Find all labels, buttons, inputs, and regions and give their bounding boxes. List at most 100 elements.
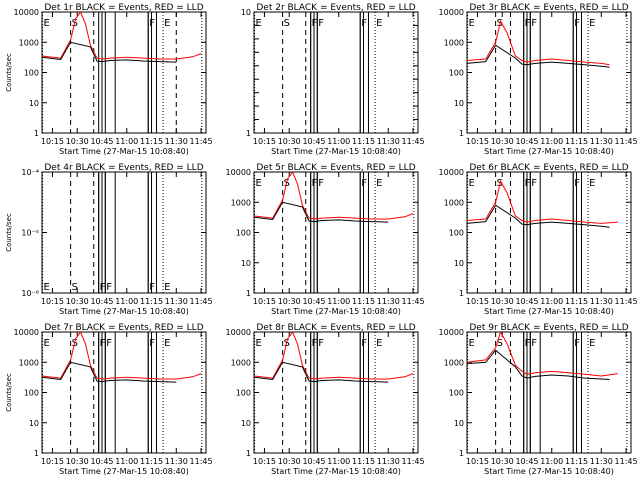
- chart-title: Det 3r BLACK = Events, RED = LLD: [469, 3, 628, 13]
- y-tick-label: 1: [246, 289, 251, 298]
- chart-title: Det 7r BLACK = Events, RED = LLD: [44, 323, 203, 333]
- marker-label: F: [100, 338, 106, 349]
- marker-label: F: [149, 338, 155, 349]
- y-tick-label: 1000: [444, 198, 464, 207]
- x-tick-label: 11:00: [327, 137, 350, 146]
- series-line-lld: [466, 19, 610, 66]
- y-tick-label: 100: [236, 229, 251, 238]
- y-tick-label: 10000: [439, 328, 464, 337]
- x-axis-label: Start Time (27-Mar-15 10:08:40): [271, 147, 401, 156]
- x-tick-label: 10:15: [253, 457, 276, 466]
- x-tick-label: 11:30: [377, 297, 400, 306]
- y-tick-label: 10000: [226, 328, 251, 337]
- x-tick-label: 11:00: [540, 297, 563, 306]
- marker-label: F: [100, 282, 106, 293]
- y-tick-label: 100: [449, 389, 464, 398]
- chart-title: Det 5r BLACK = Events, RED = LLD: [256, 163, 415, 173]
- marker-label: E: [44, 338, 50, 349]
- marker-label: F: [531, 18, 537, 29]
- x-tick-label: 10:30: [278, 137, 301, 146]
- plot-frame: [41, 331, 207, 454]
- x-axis-label: Start Time (27-Mar-15 10:08:40): [484, 307, 614, 316]
- x-tick-label: 10:15: [41, 137, 64, 146]
- x-tick-label: 11:00: [115, 137, 138, 146]
- y-tick-label: 10: [241, 419, 251, 428]
- x-tick-label: 10:30: [491, 137, 514, 146]
- marker-label: E: [44, 18, 50, 29]
- x-tick-label: 11:30: [377, 457, 400, 466]
- x-tick-label: 11:00: [327, 297, 350, 306]
- marker-label: E: [589, 18, 595, 29]
- x-tick-label: 11:45: [615, 457, 638, 466]
- x-tick-label: 10:15: [466, 457, 489, 466]
- x-axis-label: Start Time (27-Mar-15 10:08:40): [59, 467, 189, 476]
- marker-label: E: [256, 338, 262, 349]
- marker-label: E: [256, 18, 262, 29]
- y-tick-label: 100: [449, 229, 464, 238]
- x-tick-label: 11:00: [327, 457, 350, 466]
- y-tick-label: 1: [459, 449, 464, 458]
- x-tick-label: 10:30: [491, 457, 514, 466]
- x-tick-label: 11:00: [115, 297, 138, 306]
- marker-label: F: [361, 338, 367, 349]
- y-tick-label: 10: [454, 259, 464, 268]
- y-tick-label: 1000: [19, 38, 39, 47]
- series-line-events: [41, 361, 177, 383]
- x-tick-label: 11:15: [565, 297, 588, 306]
- x-axis-label: Start Time (27-Mar-15 10:08:40): [484, 147, 614, 156]
- x-tick-label: 11:15: [352, 137, 375, 146]
- x-tick-label: 11:30: [165, 297, 188, 306]
- x-tick-label: 11:15: [565, 137, 588, 146]
- x-tick-label: 11:45: [402, 297, 425, 306]
- x-tick-label: 11:45: [190, 297, 213, 306]
- plot-frame: [253, 171, 419, 294]
- marker-label: F: [106, 338, 112, 349]
- x-axis-label: Start Time (27-Mar-15 10:08:40): [59, 147, 189, 156]
- marker-label: F: [106, 282, 112, 293]
- x-tick-label: 10:45: [302, 137, 325, 146]
- x-tick-label: 10:45: [302, 457, 325, 466]
- marker-label: F: [149, 282, 155, 293]
- marker-label: F: [318, 338, 324, 349]
- marker-label: E: [589, 338, 595, 349]
- x-tick-label: 11:30: [590, 137, 613, 146]
- x-tick-label: 10:45: [90, 457, 113, 466]
- y-tick-label: 100: [236, 389, 251, 398]
- y-tick-label: 100: [449, 69, 464, 78]
- series-line-events: [253, 361, 389, 383]
- marker-label: F: [574, 338, 580, 349]
- plot-frame: [466, 331, 632, 454]
- plot-frame: [253, 331, 419, 454]
- x-tick-label: 10:45: [515, 457, 538, 466]
- marker-label: E: [376, 338, 382, 349]
- y-axis-label: Counts/sec: [5, 373, 13, 412]
- y-tick-label: 100: [24, 69, 39, 78]
- x-tick-label: 11:15: [565, 457, 588, 466]
- marker-label: F: [361, 178, 367, 189]
- marker-label: E: [469, 338, 475, 349]
- x-tick-label: 11:30: [590, 457, 613, 466]
- series-line-lld: [253, 170, 414, 220]
- series-line-lld: [41, 330, 202, 380]
- x-tick-label: 11:45: [190, 457, 213, 466]
- y-tick-label: 1: [34, 129, 39, 138]
- marker-label: E: [589, 178, 595, 189]
- y-tick-label: 1: [246, 449, 251, 458]
- x-tick-label: 10:30: [278, 457, 301, 466]
- series-line-lld: [466, 330, 618, 377]
- x-tick-label: 11:45: [615, 137, 638, 146]
- x-tick-label: 10:30: [278, 297, 301, 306]
- x-tick-label: 10:45: [515, 297, 538, 306]
- y-tick-label: 10⁻⁵: [21, 229, 39, 238]
- series-line-lld: [41, 10, 202, 60]
- x-axis-label: Start Time (27-Mar-15 10:08:40): [59, 307, 189, 316]
- chart-title: Det 1r BLACK = Events, RED = LLD: [44, 3, 203, 13]
- x-tick-label: 10:15: [253, 137, 276, 146]
- x-tick-label: 11:00: [540, 457, 563, 466]
- marker-label: E: [44, 282, 50, 293]
- y-tick-label: 1000: [231, 198, 251, 207]
